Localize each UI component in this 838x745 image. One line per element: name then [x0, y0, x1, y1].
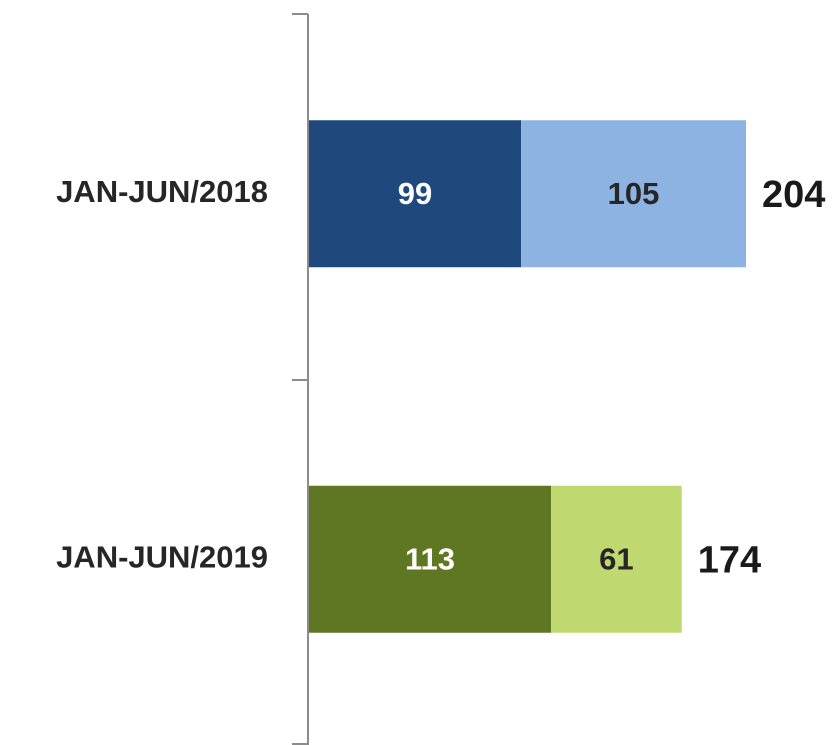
bar-segment: [309, 120, 522, 268]
category-label: JAN-JUN/2018: [56, 174, 268, 209]
bar-segment: [551, 485, 682, 633]
segment-label: 99: [398, 176, 432, 211]
segment-label: 61: [599, 541, 633, 576]
bar-segment: [521, 120, 746, 268]
total-label: 204: [762, 174, 825, 216]
total-label: 174: [698, 539, 761, 581]
category-label: JAN-JUN/2019: [56, 539, 268, 574]
segment-label: 105: [608, 176, 660, 211]
segment-label: 113: [405, 541, 455, 576]
bar-segment: [309, 485, 552, 633]
